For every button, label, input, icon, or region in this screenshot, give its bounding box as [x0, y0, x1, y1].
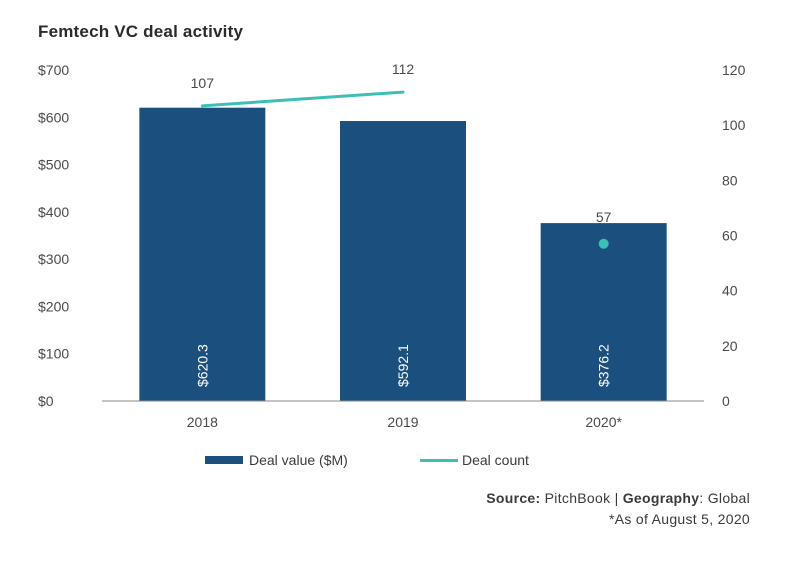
y-left-tick-label: $600 — [38, 109, 69, 125]
bar-value-label: $592.1 — [395, 344, 411, 387]
legend-label-deal-value: Deal value ($M) — [249, 452, 348, 468]
geography-label: Geography — [622, 490, 700, 506]
line-data-label: 112 — [392, 61, 415, 77]
y-left-tick-label: $0 — [38, 393, 54, 409]
legend-item-deal-count: Deal count — [420, 452, 529, 468]
y-left-tick-label: $300 — [38, 251, 69, 267]
x-tick-label: 2018 — [187, 414, 218, 430]
x-tick-label: 2020* — [585, 414, 622, 430]
source-value: PitchBook | — [540, 490, 623, 506]
y-right-tick-label: 100 — [722, 117, 746, 133]
y-left-tick-label: $500 — [38, 157, 69, 173]
chart-title: Femtech VC deal activity — [38, 22, 244, 41]
y-left-tick-label: $100 — [38, 346, 69, 362]
source-line: Source: PitchBook | Geography: Global — [486, 488, 750, 509]
y-right-tick-label: 0 — [722, 393, 730, 409]
legend-bar-swatch — [205, 456, 243, 464]
x-tick-label: 2019 — [387, 414, 418, 430]
y-right-tick-label: 120 — [722, 62, 746, 78]
bar-value-label: $376.2 — [596, 344, 612, 387]
y-left-tick-label: $200 — [38, 298, 69, 314]
source-note: Source: PitchBook | Geography: Global *A… — [486, 488, 750, 530]
y-left-tick-label: $400 — [38, 204, 69, 220]
y-left-tick-label: $700 — [38, 62, 69, 78]
y-right-tick-label: 20 — [722, 338, 738, 354]
bar — [540, 223, 667, 401]
chart-canvas: $0 $100 $200 $300 $400 $500 $600 $700 0 20 40 60 80 1… — [38, 61, 746, 430]
line-point — [598, 238, 609, 249]
footnote: *As of August 5, 2020 — [609, 511, 750, 527]
y-right-tick-label: 80 — [722, 172, 738, 188]
line-data-label: 57 — [596, 209, 612, 225]
bar — [340, 121, 466, 401]
legend-label-deal-count: Deal count — [462, 452, 529, 468]
y-right-tick-label: 60 — [722, 228, 738, 244]
legend-line-swatch — [420, 458, 458, 462]
bar-value-label: $620.3 — [194, 344, 210, 387]
bar — [139, 107, 266, 402]
line-data-label: 107 — [191, 75, 215, 91]
y-right-tick-label: 40 — [722, 283, 738, 299]
source-label: Source: — [486, 490, 541, 506]
legend-item-deal-value: Deal value ($M) — [205, 452, 348, 468]
geography-value: : Global — [699, 490, 750, 506]
series-line-segment — [200, 90, 405, 108]
